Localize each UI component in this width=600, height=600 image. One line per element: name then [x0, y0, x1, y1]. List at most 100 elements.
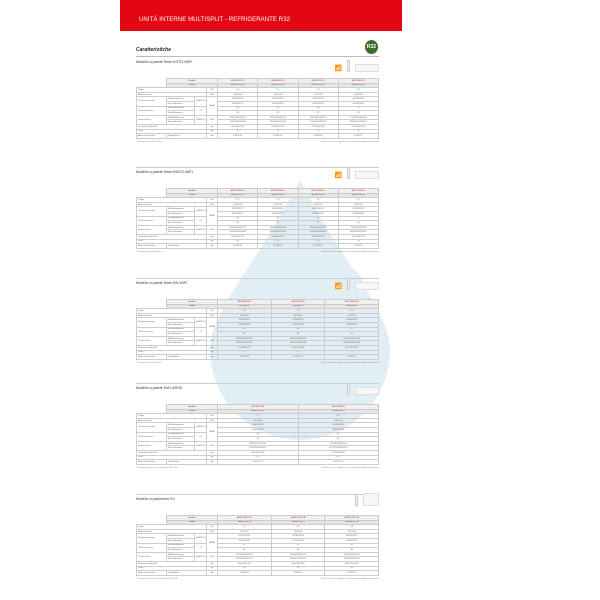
row-label: Potenza sonora: [136, 431, 167, 442]
wifi-icon: 📶: [334, 173, 342, 179]
wifi-icon: 📶: [334, 284, 342, 290]
sub-label: (H/M/L/Q): [194, 114, 207, 125]
value-cell: 6.35/9.52: [257, 133, 299, 139]
model-section: Modello a parete KM LARGE Modello ASD24KM…: [136, 381, 380, 469]
product-images: [355, 492, 379, 506]
sub-label: Liquido/Gas: [166, 354, 207, 360]
disclaimer: I dati tecnici sono soggetti a variazion…: [321, 361, 379, 364]
value-cell: 6.35/12.7: [337, 243, 380, 249]
sub-label: Liquido/Gas: [166, 570, 207, 576]
sub-label: (H/M/L/Q): [194, 224, 207, 235]
value-cell: 6.35/9.52: [297, 133, 339, 139]
sub-label: (H/M/L/Q): [194, 551, 207, 562]
table-row: Codice 3NGF9244_R 3NGF9284_R: [137, 408, 380, 415]
section-divider: [136, 383, 379, 384]
indoor-unit-icon: [355, 387, 379, 395]
unit-label: dB(A): [205, 96, 219, 116]
sub-label: (H/M/L/Q): [194, 317, 207, 328]
sub-label: H: [194, 215, 207, 226]
row-label: Pressione sonora: [136, 96, 167, 107]
spec-table: Modello AGED09KVCA AGED12KVCA AGED18KVCA Co…: [136, 515, 379, 576]
section-title: Modello a parete Serie KMCG-WIFI: [136, 170, 193, 174]
unit-label: m³/h: [205, 551, 219, 562]
remote-control-icon: [347, 278, 350, 290]
value-cell: 6.35/12.7: [337, 133, 380, 139]
table-row: Attacchi tubazioni Liquido/Gas mm 6.35/12.7…: [136, 459, 380, 465]
value-cell: 6.35/9.52: [297, 243, 339, 249]
value-cell: 6.35/9.52: [217, 133, 259, 139]
row-label: Potenza sonora: [136, 105, 167, 116]
indoor-unit-icon: [363, 493, 379, 506]
sub-label: H: [194, 542, 207, 553]
value-cell: 6.35/9.52: [217, 354, 272, 360]
value-cell: 6.35/12.70: [217, 459, 299, 465]
table-row: Attacchi tubazioni Liquido/Gas mm 6.35/9.52…: [136, 354, 379, 360]
sub-label: (H/M/L/Q): [194, 440, 207, 451]
row-label: Attacchi tubazioni: [136, 133, 167, 139]
remote-control-icon: [355, 494, 358, 506]
row-label: Pressione sonora: [136, 206, 167, 217]
row-label: Attacchi tubazioni: [136, 243, 167, 249]
title-divider: [136, 56, 379, 57]
footnote: * Telecomando e WiFi inclusi: [136, 361, 162, 364]
row-label: Attacchi tubazioni: [136, 354, 167, 360]
unit-label: mm: [205, 133, 219, 139]
value-cell: 6.35/9.52: [324, 570, 379, 576]
table-row: Modello ASD07KGTG ASD09KGTG ASD12KGTG ASD18K…: [137, 78, 380, 84]
footnote: * Telecomando e WiFi inclusi: [136, 250, 162, 253]
indoor-unit-icon: [355, 171, 379, 179]
section-title: Modello a parete Serie KGTG-WIFI: [136, 60, 193, 64]
sub-label: (H/M/L/Q): [194, 335, 207, 346]
table-row: Attacchi tubazioni Liquido/Gas mm 6.35/9.52…: [136, 243, 380, 249]
value-cell: 6.35/9.52: [257, 243, 299, 249]
indoor-unit-icon: [355, 64, 379, 72]
unit-label: mm: [205, 354, 219, 360]
indoor-unit-icon: [355, 282, 379, 290]
section-divider: [136, 494, 379, 495]
value-cell: 6.35/12.7: [324, 354, 379, 360]
unit-label: mm: [205, 243, 219, 249]
section-title: Modello a parete KM LARGE: [136, 386, 183, 390]
value-cell: 6.35/9.52: [217, 243, 259, 249]
spec-table: Modello ASD09KNCA ASD12KNCA ASD18KNCA Codic…: [136, 299, 379, 360]
model-section: Modello a pavimento KV Modello AGED09KVCA…: [136, 492, 379, 580]
table-row: Dimensioni (AxLxP) mm 270x834x223 270x834x2…: [136, 123, 380, 130]
product-images: [347, 381, 379, 395]
remote-control-icon: [347, 383, 350, 395]
table-row: Riscaldamento 330/300/400/300 350/300/470/…: [137, 119, 380, 125]
row-label: Portata d'aria: [136, 551, 167, 562]
disclaimer: I dati tecnici sono soggetti a variazion…: [321, 250, 379, 253]
row-label: Portata d'aria: [136, 440, 167, 451]
section-title: Modello a pavimento KV: [136, 497, 175, 501]
row-label: Potenza sonora: [136, 215, 167, 226]
product-images: 📶: [335, 276, 379, 290]
sub-label: (H/M/L/Q): [194, 422, 207, 433]
table-row: Taglia kW 2.0 2.5 3.5 5.0: [136, 87, 380, 93]
footnote: * Telecomando con timer settimanale INCL…: [136, 577, 179, 580]
model-section: Modello a parete Serie KMCG-WIFI 📶 Model…: [136, 167, 380, 253]
footnote: * Telecomando con timer settimanale INCL…: [136, 466, 179, 469]
section-divider: [136, 167, 379, 168]
row-label: Portata d'aria: [136, 224, 167, 235]
row-label: Potenza sonora: [136, 326, 167, 337]
spec-table: Modello ASD07KGTG ASD09KGTG ASD12KGTG ASD18K…: [136, 78, 380, 139]
sub-label: (H/M/L/Q): [194, 533, 207, 544]
table-row: Modello ASD24KMTA ASD30KMTA: [137, 404, 380, 410]
unit-label: dB(A): [205, 317, 219, 337]
row-label: Pressione sonora: [136, 533, 167, 544]
table-row: Portata d'aria Raffreddamento (H/M/L/Q) m³/…: [136, 335, 379, 346]
value-cell: 6.35/9.52: [270, 570, 326, 576]
model-section: Modello a parete Serie KN-WIFI 📶 Modello…: [136, 278, 379, 364]
remote-control-icon: [347, 60, 350, 72]
row-label: Potenza sonora: [136, 542, 167, 553]
unit-label: dB(A): [205, 533, 219, 553]
table-row: Attacchi tubazioni Liquido/Gas mm 6.35/9.52…: [136, 570, 379, 576]
table-row: Attacchi tubazioni Liquido/Gas mm 6.35/9.52…: [136, 133, 380, 139]
sub-label: Liquido/Gas: [166, 133, 207, 139]
unit-label: m³/h: [205, 224, 219, 235]
row-label: Portata d'aria: [136, 114, 167, 125]
unit-label: dB(A): [205, 206, 219, 226]
value-cell: 6.35/9.52: [270, 354, 326, 360]
disclaimer: I dati tecnici sono soggetti a variazion…: [321, 577, 379, 580]
spec-table: Modello ASD07KMCG ASD09KMCG ASD12KMCG ASD18K…: [136, 188, 380, 249]
